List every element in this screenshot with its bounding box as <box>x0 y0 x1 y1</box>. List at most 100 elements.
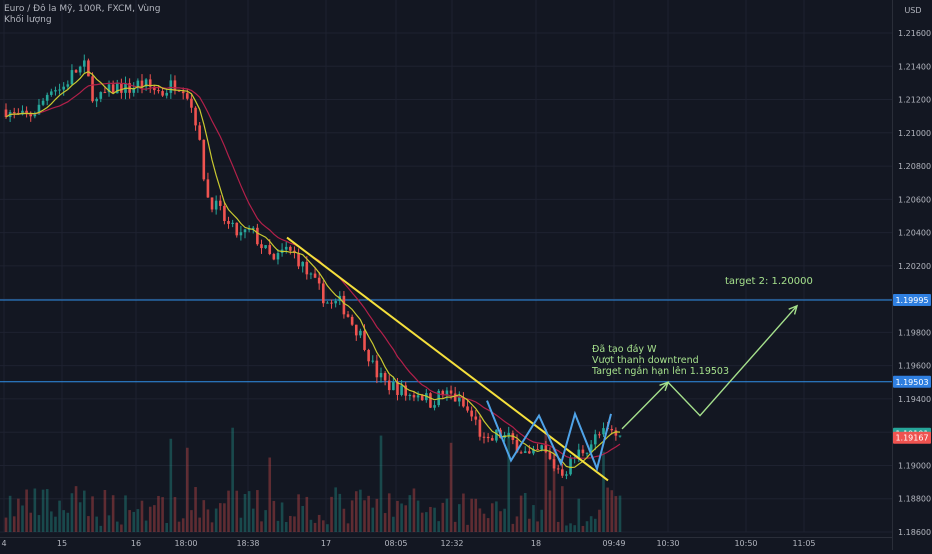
volume-bar <box>441 502 445 532</box>
time-axis[interactable]: 4 15 16 18:00 18:38 17 08:05 12:32 18 09:49 10:30 1… <box>0 537 892 549</box>
candle-body <box>462 397 465 407</box>
volume-bar <box>91 496 94 532</box>
candle-body <box>618 435 622 437</box>
candle-body <box>375 360 379 378</box>
candle <box>519 450 523 454</box>
volume-bar <box>202 500 206 532</box>
volume-bar <box>420 512 424 532</box>
volume-bar <box>573 525 576 532</box>
candle <box>602 422 605 438</box>
candle <box>136 78 140 93</box>
candle <box>618 435 622 438</box>
candle <box>190 94 193 113</box>
candle <box>264 245 267 249</box>
volume-bar <box>251 508 255 532</box>
volume-bar <box>416 500 420 532</box>
volume-bar <box>598 509 601 532</box>
candle <box>297 248 300 270</box>
candle-body <box>206 179 210 198</box>
price-tick-label: 1.20800 <box>898 162 931 171</box>
price-tick-label: 1.20600 <box>898 195 931 204</box>
candle <box>45 92 49 106</box>
volume-bar <box>272 500 276 532</box>
candle <box>359 328 362 339</box>
candle-body <box>210 197 214 210</box>
candle-body <box>495 429 498 441</box>
candle <box>342 291 346 319</box>
candle <box>375 354 379 384</box>
candle <box>556 464 560 474</box>
candle-body <box>153 86 156 91</box>
candle-body <box>383 373 387 381</box>
volume-bar <box>322 520 325 532</box>
candle-body <box>577 449 581 458</box>
price-tag-value: 1.19167 <box>895 434 928 443</box>
horizontal-levels[interactable] <box>0 299 892 383</box>
candle <box>202 139 206 182</box>
candle-body <box>379 373 383 378</box>
price-tick-label: 1.19000 <box>898 461 931 470</box>
downtrend-line <box>286 236 609 482</box>
candle <box>54 86 57 96</box>
volume-label: Khối lượng <box>4 15 52 25</box>
candle-body <box>614 430 618 436</box>
volume-bar <box>408 495 412 532</box>
volume-bar <box>495 501 498 532</box>
candle-body <box>231 222 234 224</box>
volume-bar <box>41 489 45 532</box>
volume-bar <box>227 490 230 532</box>
candle-body <box>548 452 552 460</box>
candle-body <box>136 80 140 89</box>
candle-body <box>186 93 189 99</box>
candle-body <box>243 229 247 233</box>
candle <box>91 72 94 103</box>
candle-body <box>264 245 267 249</box>
volume-bar <box>297 494 300 532</box>
price-tick-label: 1.20400 <box>898 229 931 238</box>
candle <box>392 376 395 391</box>
candle <box>301 261 304 273</box>
volume-bar <box>153 505 156 532</box>
candle <box>25 106 28 118</box>
volume-bar <box>363 500 366 532</box>
candle <box>490 435 494 441</box>
candle-body <box>598 434 601 436</box>
volume-bar <box>186 447 189 532</box>
volume-bar <box>157 495 160 532</box>
candle-body <box>235 222 239 236</box>
candle-body <box>486 436 490 439</box>
volume-bar <box>140 500 144 532</box>
volume-bar <box>305 496 309 532</box>
w-pattern-line <box>486 400 612 473</box>
volume-bar <box>78 502 82 532</box>
drawings[interactable] <box>286 236 799 482</box>
candle <box>313 267 317 279</box>
candle-body <box>585 452 589 454</box>
candle <box>78 65 82 76</box>
volume-bar <box>276 520 280 532</box>
candle <box>165 88 169 99</box>
volume-bar <box>37 515 41 532</box>
candle-body <box>289 246 292 251</box>
target2-label: target 2: 1.20000 <box>725 276 813 287</box>
candle-body <box>528 451 531 454</box>
volume-bar <box>8 495 12 532</box>
volume-bar <box>284 521 288 532</box>
candle <box>41 97 45 107</box>
volume-bar <box>239 517 243 532</box>
candle-body <box>602 428 605 435</box>
candle <box>346 311 350 318</box>
volume-bar <box>87 516 90 532</box>
price-axis[interactable]: USD 1.21600 1.21400 1.21200 1.21000 1.20800 1.… <box>892 0 932 550</box>
candle <box>206 172 210 198</box>
candle-body <box>466 406 469 411</box>
candle-body <box>194 107 197 126</box>
candle-body <box>239 232 243 236</box>
volume-bar <box>17 498 20 532</box>
candle-body <box>12 112 16 114</box>
volume-bar <box>136 509 140 532</box>
candle <box>62 82 65 96</box>
candle-body <box>593 434 597 445</box>
